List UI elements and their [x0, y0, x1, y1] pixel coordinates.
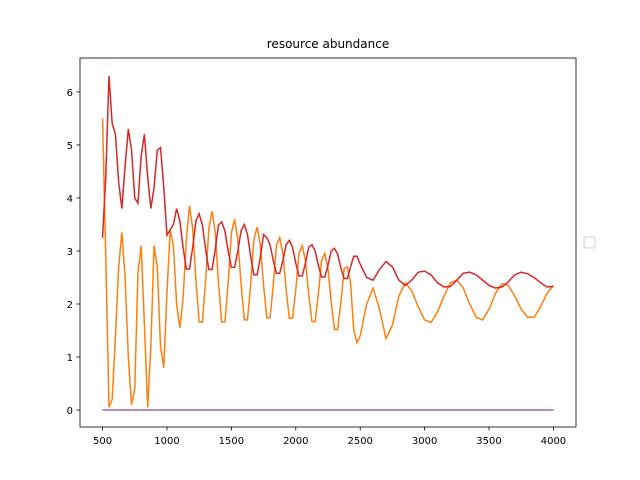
plot-frame: [79, 57, 577, 428]
x-tick-label: 2500: [347, 436, 372, 447]
y-tick-label: 0: [67, 406, 73, 417]
x-tick-label: 500: [93, 436, 112, 447]
x-tick-label: 3000: [412, 436, 437, 447]
legend-box: [583, 236, 596, 249]
y-tick-label: 4: [67, 194, 73, 205]
x-tick-label: 4000: [541, 436, 566, 447]
line: [101, 118, 555, 408]
x-tick-label: 2000: [283, 436, 308, 447]
y-tick-label: 1: [67, 353, 73, 364]
x-tick-label: 3500: [476, 436, 501, 447]
x-tick-label: 1000: [154, 436, 179, 447]
y-tick-label: 5: [67, 141, 73, 152]
y-tick-label: 3: [67, 247, 73, 258]
x-tick-label: 1500: [219, 436, 244, 447]
chart-title: resource abundance: [267, 37, 389, 51]
line: [101, 75, 554, 289]
y-tick-label: 6: [67, 88, 73, 99]
y-tick-label: 2: [67, 300, 73, 311]
